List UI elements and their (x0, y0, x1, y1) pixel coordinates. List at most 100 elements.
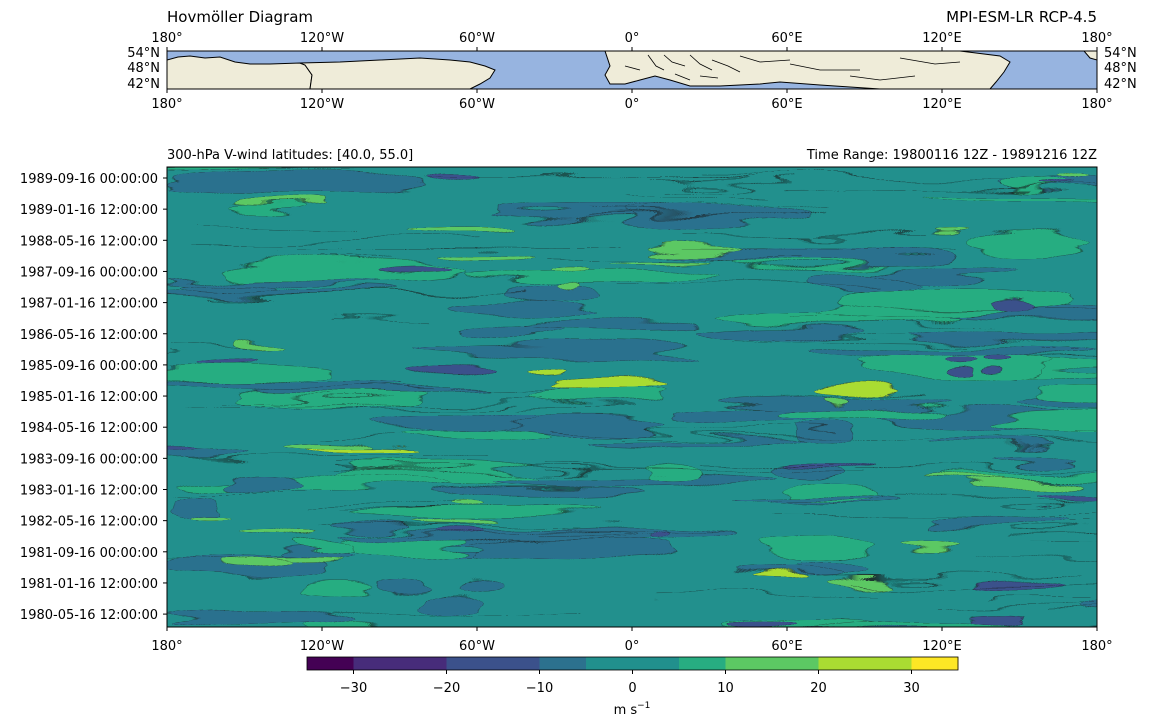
contour-band (924, 197, 1097, 205)
contour-anomaly (201, 359, 270, 368)
y-tick-label: 1982-05-16 12:00:00 (20, 515, 158, 530)
contour-line (259, 247, 479, 249)
colorbar-cell (353, 657, 401, 670)
contour-anomaly (227, 341, 282, 350)
colorbar-cell (307, 657, 354, 670)
contour-band (167, 612, 361, 627)
contour-band (999, 174, 1062, 189)
contour-line (627, 436, 940, 439)
contour-band (931, 440, 1052, 448)
contour-anomaly (434, 253, 536, 261)
contour-band (794, 423, 858, 446)
contour-band (596, 439, 809, 448)
contour-band (988, 413, 1097, 429)
contour-anomaly (652, 530, 674, 542)
colorbar-tick-label: 20 (810, 681, 827, 696)
contour-line (517, 407, 627, 409)
v-wind-contour-field (167, 167, 1097, 636)
contour-band (411, 345, 697, 359)
contour-band (168, 176, 431, 191)
contour-band (934, 516, 1069, 531)
contour-line (855, 323, 1000, 325)
land-far-east-edge (1083, 51, 1097, 61)
contour-anomaly (398, 365, 491, 378)
map-top-tick-label: 60°W (459, 31, 495, 46)
contour-anomaly (941, 358, 972, 371)
contour-anomaly (903, 535, 966, 547)
contour-band (218, 471, 299, 494)
colorbar-tick-label: 30 (903, 681, 920, 696)
contour-anomaly (860, 631, 907, 636)
colorbar-cell (818, 657, 866, 670)
y-tick-label: 1983-01-16 12:00:00 (20, 484, 158, 499)
contour-anomaly (825, 396, 847, 404)
y-tick-label: 1984-05-16 12:00:00 (20, 421, 158, 436)
contour-line (322, 437, 405, 440)
contour-line (939, 606, 1097, 608)
contour-anomaly (557, 378, 667, 391)
contour-band (1038, 386, 1097, 402)
map-bottom-tick-label: 120°E (922, 97, 962, 112)
contour-band (405, 430, 559, 444)
contour-band (443, 303, 594, 317)
contour-band (463, 271, 714, 283)
map-land (167, 51, 1097, 89)
map-panel: 180° 120°W 60°W 0° 60°E 120°E 180° 180° 120°W 60… (127, 31, 1137, 112)
contour-line (221, 399, 546, 402)
colorbar-cell (725, 657, 773, 670)
contour-line (654, 595, 884, 599)
contour-anomaly (167, 442, 202, 450)
contour-anomaly (752, 576, 806, 584)
map-top-tick-label: 0° (625, 31, 640, 46)
contour-line (535, 535, 653, 537)
contour-line (360, 387, 429, 392)
contour-anomaly (971, 616, 1026, 623)
y-tick-label: 1985-01-16 12:00:00 (20, 390, 158, 405)
x-tick-label: 120°E (922, 639, 962, 654)
contour-line (1009, 532, 1097, 535)
y-tick-label: 1981-01-16 12:00:00 (20, 577, 158, 592)
contour-line (683, 249, 961, 251)
contour-band (167, 379, 403, 390)
contour-line (1037, 439, 1097, 441)
contour-line (652, 178, 750, 183)
y-tick-label: 1988-05-16 12:00:00 (20, 234, 158, 249)
map-lat-label: 54°N (127, 46, 160, 61)
contour-anomaly (411, 520, 499, 526)
panel-left-title: 300-hPa V-wind latitudes: [40.0, 55.0] (167, 148, 413, 163)
contour-anomaly (925, 475, 1014, 480)
map-lat-label: 42°N (1104, 77, 1137, 92)
contour-line (254, 396, 326, 399)
contour-line (980, 438, 1091, 440)
country-borders (624, 54, 961, 81)
contour-anomaly (1035, 181, 1071, 187)
contour-band (839, 287, 1070, 310)
colorbar-tick-label: 0 (628, 681, 636, 696)
colorbar-ticks: −30 −20 −10 0 10 20 30 (340, 670, 920, 696)
y-tick-label: 1987-09-16 00:00:00 (20, 265, 158, 280)
contour-anomaly (647, 244, 741, 256)
contour-line (594, 214, 718, 217)
x-tick-label: 180° (151, 639, 182, 654)
contour-band (371, 411, 535, 431)
contour-anomaly (379, 266, 457, 276)
map-top-tick-label: 120°E (922, 31, 962, 46)
contour-band (505, 284, 603, 305)
contour-band (167, 286, 396, 294)
contour-anomaly (978, 356, 1006, 368)
contour-band (469, 540, 677, 557)
map-top-lon-ticks: 180° 120°W 60°W 0° 60°E 120°E 180° (151, 31, 1113, 51)
y-tick-label: 1989-01-16 12:00:00 (20, 203, 158, 218)
contour-line (311, 502, 463, 506)
map-lat-ticks-left: 54°N48°N42°N (127, 46, 160, 92)
contour-line (554, 430, 837, 434)
map-top-tick-label: 120°W (300, 31, 344, 46)
contour-line (789, 392, 925, 397)
contour-line (170, 348, 265, 351)
map-bottom-lon-ticks: 180° 120°W 60°W 0° 60°E 120°E 180° (151, 89, 1113, 112)
contour-band (761, 536, 876, 556)
contour-line (792, 575, 1081, 579)
colorbar-cell (446, 657, 494, 670)
map-top-tick-label: 180° (151, 31, 182, 46)
